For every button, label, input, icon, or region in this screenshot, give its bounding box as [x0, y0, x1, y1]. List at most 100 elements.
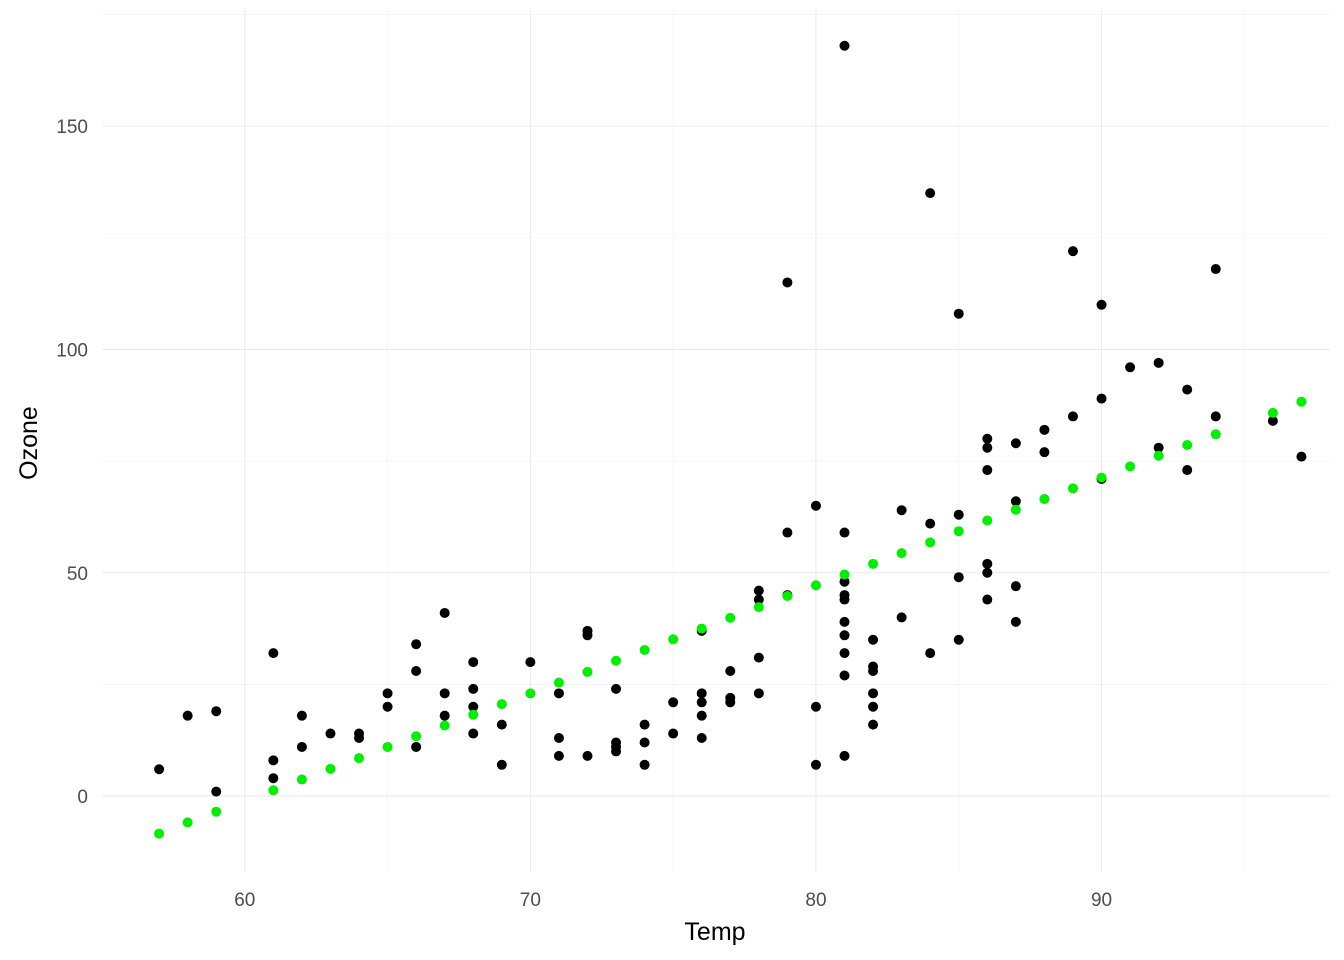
fitted-point [1067, 483, 1078, 494]
observed-point [782, 277, 793, 288]
fitted-point [753, 602, 764, 613]
fitted-point [468, 709, 479, 720]
observed-point [810, 759, 821, 770]
observed-point [868, 634, 879, 645]
observed-point [1010, 581, 1021, 592]
fitted-point [268, 785, 279, 796]
observed-point [1182, 465, 1193, 476]
fitted-point [496, 699, 507, 710]
observed-point [382, 701, 393, 712]
fitted-point [325, 763, 336, 774]
observed-point [639, 759, 650, 770]
observed-point [639, 719, 650, 730]
fitted-point [1296, 396, 1307, 407]
fitted-point [982, 515, 993, 526]
observed-point [439, 688, 450, 699]
fitted-point [1267, 407, 1278, 418]
observed-point [1067, 246, 1078, 257]
observed-point [296, 741, 307, 752]
y-axis-tick-labels: 0 50 100 150 [56, 117, 88, 808]
fitted-point [1125, 461, 1136, 472]
fitted-point [296, 774, 307, 785]
fitted-point [925, 537, 936, 548]
observed-point [325, 728, 336, 739]
observed-point [953, 308, 964, 319]
observed-point [925, 648, 936, 659]
fitted-point [725, 612, 736, 623]
observed-point [839, 40, 850, 51]
fitted-point [1153, 450, 1164, 461]
observed-point [553, 688, 564, 699]
observed-point [411, 741, 422, 752]
observed-point [1210, 411, 1221, 422]
data-points [154, 40, 1307, 839]
fitted-point [1010, 504, 1021, 515]
observed-point [753, 688, 764, 699]
fitted-point [696, 623, 707, 634]
fitted-point [354, 753, 365, 764]
x-tick-label: 60 [234, 890, 255, 911]
y-tick-label: 150 [56, 117, 88, 138]
observed-point [611, 683, 622, 694]
observed-point [582, 625, 593, 636]
observed-point [668, 697, 679, 708]
observed-point [1096, 299, 1107, 310]
observed-point [211, 706, 222, 717]
observed-point [268, 755, 279, 766]
fitted-point [182, 817, 193, 828]
observed-point [868, 661, 879, 672]
fitted-point [525, 688, 536, 699]
observed-point [496, 719, 507, 730]
observed-point [810, 701, 821, 712]
observed-point [810, 500, 821, 511]
observed-point [868, 688, 879, 699]
observed-point [982, 558, 993, 569]
observed-point [753, 652, 764, 663]
observed-point [411, 666, 422, 677]
observed-point [354, 728, 365, 739]
observed-point [382, 688, 393, 699]
observed-point [268, 648, 279, 659]
observed-point [411, 639, 422, 650]
observed-point [1039, 424, 1050, 435]
fitted-point [782, 590, 793, 601]
observed-point [696, 710, 707, 721]
observed-point [839, 576, 850, 587]
observed-point [839, 630, 850, 641]
minor-gridlines [102, 10, 1330, 872]
observed-point [982, 594, 993, 605]
fitted-point [211, 806, 222, 817]
fitted-point [154, 828, 165, 839]
observed-point [839, 590, 850, 601]
observed-point [1296, 451, 1307, 462]
observed-point [1010, 616, 1021, 627]
observed-point [468, 728, 479, 739]
observed-point [1153, 442, 1164, 453]
observed-point [1153, 357, 1164, 368]
observed-point [468, 683, 479, 694]
observed-point [1182, 384, 1193, 395]
fitted-point [810, 580, 821, 591]
observed-point [982, 465, 993, 476]
observed-point [953, 634, 964, 645]
observed-point [1010, 496, 1021, 507]
observed-point [782, 527, 793, 538]
x-tick-label: 80 [805, 890, 826, 911]
observed-point [182, 710, 193, 721]
fitted-point [1182, 440, 1193, 451]
observed-point [868, 701, 879, 712]
fitted-point [668, 634, 679, 645]
observed-point [696, 697, 707, 708]
observed-point [496, 759, 507, 770]
observed-point [725, 692, 736, 703]
observed-point [582, 750, 593, 761]
observed-point [896, 505, 907, 516]
fitted-point [1096, 472, 1107, 483]
observed-point [696, 733, 707, 744]
observed-point [296, 710, 307, 721]
observed-point [1039, 447, 1050, 458]
fitted-point [582, 666, 593, 677]
observed-point [982, 567, 993, 578]
fitted-point [1210, 429, 1221, 440]
